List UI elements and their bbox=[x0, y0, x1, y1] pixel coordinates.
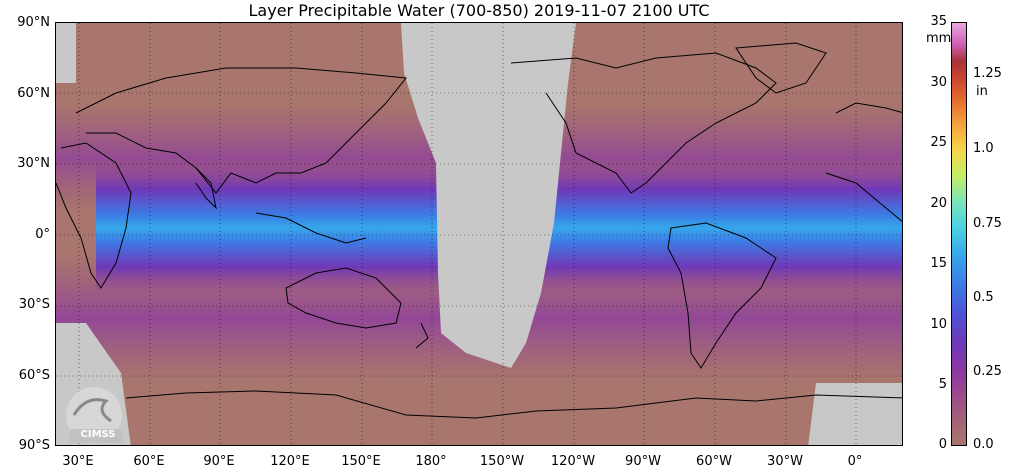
lat-label-90s: 90°S bbox=[18, 438, 50, 453]
lon-label-90e: 90°E bbox=[203, 454, 235, 469]
lon-label-150w: 150°W bbox=[479, 454, 525, 469]
lon-label-30e: 30°E bbox=[62, 454, 94, 469]
colorbar-tick-mm-5: 5 bbox=[938, 377, 947, 392]
lat-label-0: 0° bbox=[35, 227, 50, 242]
colorbar-tick-mm-15: 15 bbox=[930, 256, 947, 271]
colorbar-tick-in-0.75: 0.75 bbox=[973, 216, 1002, 231]
colorbar-tick-in-0.0: 0.0 bbox=[973, 437, 994, 452]
lat-label-60n: 60°N bbox=[17, 86, 50, 101]
lon-label-60w: 60°W bbox=[696, 454, 732, 469]
colorbar-tick-in-0.25: 0.25 bbox=[973, 364, 1002, 379]
lon-label-180: 180° bbox=[415, 454, 447, 469]
colorbar-tick-in-1.25: 1.25 bbox=[973, 66, 1002, 81]
lat-label-30s: 30°S bbox=[18, 297, 50, 312]
colorbar-tick-in-1.0: 1.0 bbox=[973, 141, 994, 156]
cimss-logo-text: CIMSS bbox=[80, 429, 116, 440]
colorbar-unit-mm: mm bbox=[926, 31, 952, 46]
colorbar-tick-in-0.5: 0.5 bbox=[973, 290, 994, 305]
lon-label-0: 0° bbox=[847, 454, 863, 469]
colorbar bbox=[951, 22, 967, 446]
colorbar-tick-mm-10: 10 bbox=[930, 317, 947, 332]
colorbar-unit-in: in bbox=[976, 84, 988, 99]
cimss-logo bbox=[66, 387, 122, 443]
colorbar-tick-mm-20: 20 bbox=[930, 196, 947, 211]
lon-label-30w: 30°W bbox=[767, 454, 803, 469]
lat-label-30n: 30°N bbox=[17, 156, 50, 171]
precipitable-water-map bbox=[56, 23, 902, 445]
lon-label-90w: 90°W bbox=[625, 454, 661, 469]
lat-label-60s: 60°S bbox=[18, 368, 50, 383]
colorbar-tick-mm-25: 25 bbox=[930, 135, 947, 150]
lon-label-150e: 150°E bbox=[341, 454, 381, 469]
lon-label-120w: 120°W bbox=[550, 454, 596, 469]
lat-label-90n: 90°N bbox=[17, 15, 50, 30]
lon-label-120e: 120°E bbox=[270, 454, 310, 469]
map-title: Layer Precipitable Water (700-850) 2019-… bbox=[248, 1, 710, 20]
colorbar-tick-mm-35: 35 bbox=[930, 14, 947, 29]
lon-label-60e: 60°E bbox=[133, 454, 165, 469]
colorbar-tick-mm-0: 0 bbox=[938, 437, 947, 452]
colorbar-tick-mm-30: 30 bbox=[930, 75, 947, 90]
map-panel: CIMSS bbox=[55, 22, 903, 446]
